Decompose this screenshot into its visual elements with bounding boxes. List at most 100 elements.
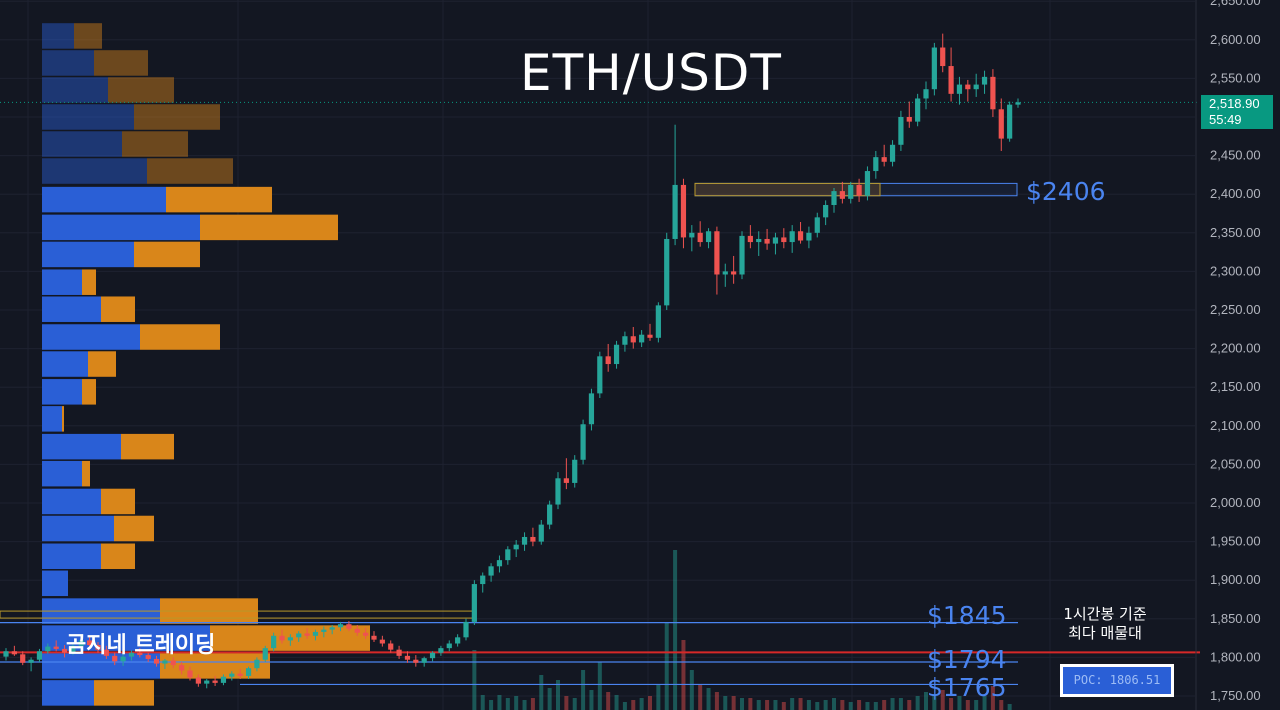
y-tick-label: 1,950.00 [1210,534,1261,549]
level-label-1765: $1765 [927,673,1007,702]
vp-buy-bar [42,570,68,597]
vp-sell-bar [82,269,96,295]
candle-body [555,478,561,505]
y-tick-label: 1,750.00 [1210,688,1261,703]
vp-sell-bar [74,23,102,49]
volume-bar [514,696,519,710]
vp-sell-bar [94,680,154,706]
candle-body [948,66,954,94]
vp-buy-bar [42,406,62,432]
candle-body [580,424,586,460]
volume-bar [547,688,552,710]
candle-body [245,668,252,676]
volume-bar [765,700,770,710]
volume-bar [1007,704,1012,710]
candle-body [630,336,636,343]
candle-body [789,231,795,243]
volume-bar [656,684,661,710]
vp-sell-bar [134,241,200,268]
volume-bar [648,696,652,710]
vp-sell-bar [200,214,338,241]
vp-buy-bar [42,104,134,130]
candle-body [505,549,511,561]
candle-body [237,673,243,676]
candle-body [714,231,720,275]
candle-body [78,640,84,646]
y-tick-label: 2,350.00 [1210,225,1261,240]
vp-sell-bar [108,77,174,103]
volume-bar [798,698,803,710]
candle-body [20,654,26,663]
volume-bar [505,698,510,710]
vp-sell-bar [140,324,220,350]
volume-bar [957,696,962,710]
volume-bar [999,700,1004,710]
candle-body [137,652,143,656]
vp-buy-bar [42,653,160,679]
vp-sell-bar [101,488,135,515]
candle-body [312,631,319,636]
vp-buy-bar [42,77,108,103]
candle-body [956,84,963,94]
volume-bar [714,692,719,710]
volume-bar [882,700,887,710]
volume-bar [572,698,577,710]
candle-body [923,89,929,99]
poc-note-line2: 최다 매물대 [1068,624,1142,642]
candle-body [797,231,804,241]
candle-body [538,524,544,542]
candle-body [11,651,17,655]
candle-body [438,648,444,653]
volume-bar [840,700,845,710]
candle-body [287,637,293,641]
volume-bar [681,640,686,710]
candle-body [463,621,469,638]
vp-buy-bar [42,158,147,184]
candle-body [371,635,377,640]
y-tick-label: 1,800.00 [1210,649,1261,664]
candle-body [680,184,687,238]
vp-sell-bar [62,406,64,432]
candle-body [103,649,109,656]
candle-body [764,238,770,244]
candle-body [488,566,494,576]
candle-body [848,184,854,199]
candle-body [622,336,628,345]
level-label-2406: $2406 [1026,177,1106,206]
candle-body [806,232,812,241]
candle-body [53,646,59,649]
volume-bar [781,702,786,710]
vp-buy-bar [42,379,82,405]
candle-body [28,659,34,663]
vp-sell-bar [101,296,135,322]
candle-body [873,157,879,172]
candle-body [421,658,427,663]
volume-bar [932,694,937,710]
candle-body [321,629,327,632]
candle-body [329,627,335,630]
candle-body [889,144,896,162]
y-tick-label: 2,100.00 [1210,418,1261,433]
volume-bar [982,696,987,710]
candle-body [814,217,820,233]
level-label-1794: $1794 [927,645,1007,674]
volume-bar [773,700,778,710]
volume-bar [974,700,979,710]
vp-buy-bar [42,351,88,377]
volume-bar [597,662,602,710]
y-tick-label: 2,650.00 [1210,0,1261,8]
volume-bar [614,695,619,710]
vp-buy-bar [42,433,121,460]
candle-body [965,84,971,90]
volume-bar [806,700,811,710]
candle-body [831,191,837,206]
vp-buy-bar [42,625,210,651]
y-tick-label: 2,150.00 [1210,379,1261,394]
volume-bar [857,700,862,710]
y-tick-label: 2,550.00 [1210,70,1261,85]
candle-body [898,117,904,145]
candle-body [689,232,695,238]
candle-body [262,648,268,660]
